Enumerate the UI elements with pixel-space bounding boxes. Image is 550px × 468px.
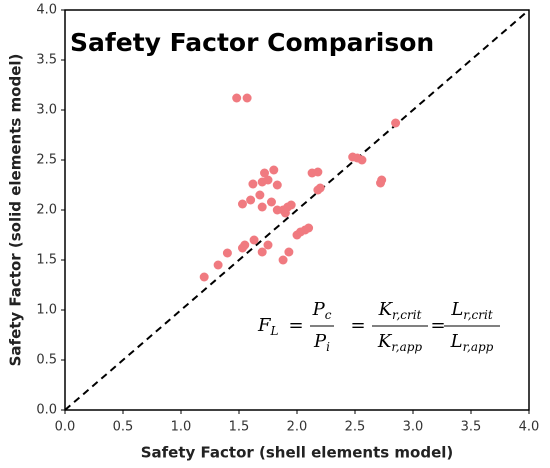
point xyxy=(199,272,209,282)
x-axis-label: Safety Factor (shell elements model) xyxy=(141,444,454,462)
formula-operator: = xyxy=(430,315,445,336)
y-tick-label: 2.5 xyxy=(36,153,57,168)
y-tick-label: 1.5 xyxy=(36,253,57,268)
y-tick-label: 4.0 xyxy=(36,3,57,18)
point xyxy=(266,197,276,207)
formula-sub: r,app xyxy=(391,340,422,354)
point xyxy=(278,255,288,265)
point xyxy=(257,247,267,257)
x-tick-label: 1.5 xyxy=(229,420,250,435)
point xyxy=(255,190,265,200)
y-tick-label: 3.5 xyxy=(36,53,57,68)
formula-base: L xyxy=(450,331,463,352)
point xyxy=(286,200,296,210)
formula-base: P xyxy=(313,331,327,352)
formula-base: F xyxy=(257,315,272,336)
formula-term: Kr,crit xyxy=(378,299,422,322)
formula-term: Kr,app xyxy=(377,331,423,354)
point xyxy=(272,180,282,190)
formula-sub: L xyxy=(270,324,279,338)
x-tick-label: 3.0 xyxy=(403,420,424,435)
point xyxy=(315,183,325,193)
point xyxy=(391,118,401,128)
point xyxy=(263,240,273,250)
y-tick-label: 0.5 xyxy=(36,353,57,368)
x-tick-label: 0.5 xyxy=(113,420,134,435)
point xyxy=(284,247,294,257)
x-tick-label: 4.0 xyxy=(519,420,540,435)
y-tick-label: 1.0 xyxy=(36,303,57,318)
point xyxy=(280,208,290,218)
formula-term: Lr,crit xyxy=(450,299,492,322)
x-tick-label: 2.5 xyxy=(345,420,366,435)
formula-sub: r,crit xyxy=(463,308,493,322)
formula-term: Pc xyxy=(312,299,332,322)
point xyxy=(222,248,232,258)
formula-sub: i xyxy=(326,340,330,354)
y-axis-label: Safety Factor (solid elements model) xyxy=(7,54,25,367)
point xyxy=(237,199,247,209)
x-tick-label: 1.0 xyxy=(171,420,192,435)
point xyxy=(246,195,256,205)
point xyxy=(260,168,270,178)
formula-term: FL xyxy=(257,315,279,338)
formula-term: Lr,app xyxy=(450,331,494,354)
y-tick-label: 3.0 xyxy=(36,103,57,118)
reference-line xyxy=(64,9,530,411)
y-tick-label: 0.0 xyxy=(36,403,57,418)
point xyxy=(313,167,323,177)
point xyxy=(300,225,310,235)
formula-base: L xyxy=(450,299,463,320)
formula-term: Pi xyxy=(313,331,330,354)
point xyxy=(248,179,258,189)
formula-base: K xyxy=(378,299,394,320)
formula-base: P xyxy=(312,299,326,320)
point xyxy=(269,165,279,175)
point xyxy=(257,177,267,187)
point xyxy=(357,155,367,165)
formula-operator: = xyxy=(350,315,365,336)
point xyxy=(249,235,259,245)
point xyxy=(232,93,242,103)
formula-sub: r,crit xyxy=(392,308,422,322)
chart-title: Safety Factor Comparison xyxy=(70,28,434,57)
point xyxy=(257,202,267,212)
point xyxy=(213,260,223,270)
formula-sub: c xyxy=(325,308,332,322)
x-tick-label: 0.0 xyxy=(55,420,76,435)
formula-sub: r,app xyxy=(463,340,494,354)
point xyxy=(240,240,250,250)
y-tick-label: 2.0 xyxy=(36,203,57,218)
point xyxy=(242,93,252,103)
x-tick-label: 2.0 xyxy=(287,420,308,435)
point xyxy=(376,178,386,188)
formula-base: K xyxy=(377,331,393,352)
x-tick-label: 3.5 xyxy=(461,420,482,435)
formula-operator: = xyxy=(288,315,303,336)
